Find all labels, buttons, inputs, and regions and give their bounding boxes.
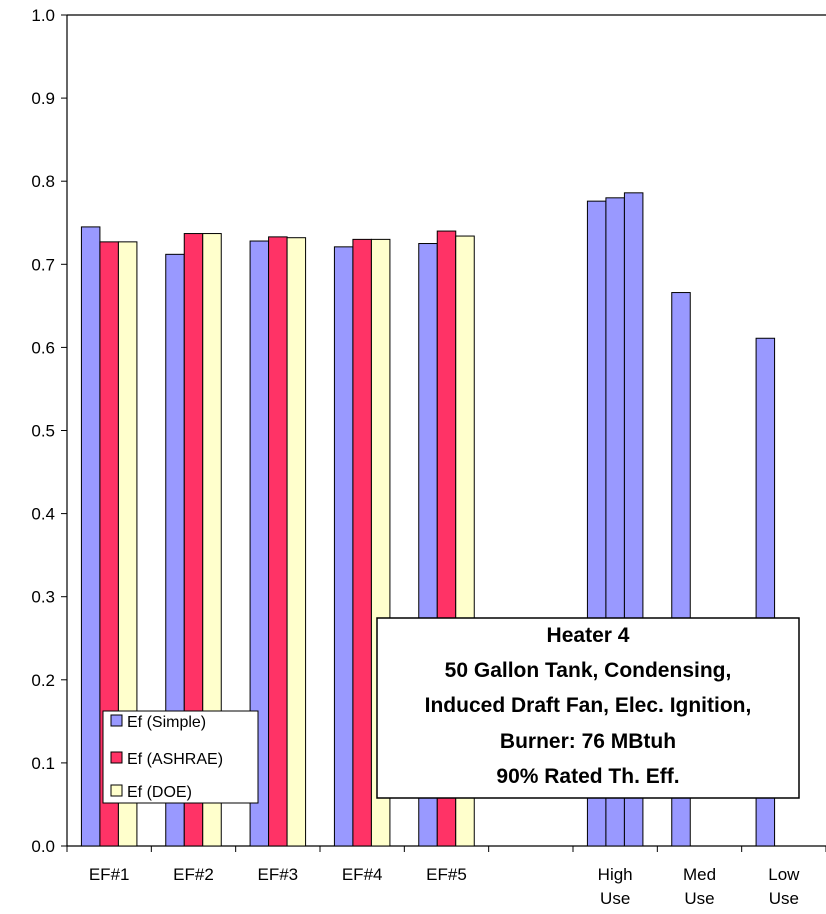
legend: Ef (Simple) Ef (ASHRAE) Ef (DOE) [103,711,258,803]
x-axis: EF#1 EF#2 EF#3 EF#4 EF#5 High Use Med Use Low Use [67,846,826,908]
bar [81,227,100,846]
annotation-line-4: Burner: 76 MBtuh [500,730,676,753]
x-tick-label: EF#5 [426,865,467,884]
legend-label-simple: Ef (Simple) [127,714,206,731]
x-tick-label: EF#2 [173,865,214,884]
y-tick-label: 0.7 [31,255,55,274]
legend-label-ashrae: Ef (ASHRAE) [127,751,223,768]
x-tick-label: Use [600,889,630,908]
legend-label-doe: Ef (DOE) [127,784,192,801]
legend-swatch-simple [111,715,122,726]
x-tick-label: Use [769,889,799,908]
y-tick-label: 0.3 [31,588,55,607]
annotation-box: Heater 4 50 Gallon Tank, Condensing, Ind… [377,618,799,798]
bar [353,239,372,846]
x-tick-label: High [598,865,633,884]
legend-swatch-ashrae [111,752,122,763]
annotation-line-5: 90% Rated Th. Eff. [496,765,679,788]
bar [269,237,288,846]
x-tick-label: EF#1 [89,865,130,884]
y-tick-label: 0.5 [31,422,55,441]
x-tick-label: Low [768,865,800,884]
y-tick-label: 0.9 [31,89,55,108]
y-axis: 0.0 0.1 0.2 0.3 0.4 0.5 0.6 0.7 0.8 0.9 1.0 [31,6,67,856]
x-tick-label: EF#3 [258,865,299,884]
annotation-line-1: Heater 4 [547,624,630,647]
x-tick-label: Med [683,865,716,884]
y-tick-label: 0.2 [31,671,55,690]
x-tick-label: Use [684,889,714,908]
y-tick-label: 0.8 [31,172,55,191]
annotation-line-2: 50 Gallon Tank, Condensing, [445,659,732,682]
legend-swatch-doe [111,785,122,796]
y-tick-label: 0.1 [31,754,55,773]
x-tick-label: EF#4 [342,865,383,884]
annotation-line-3: Induced Draft Fan, Elec. Ignition, [425,694,752,717]
bar [287,238,306,846]
y-tick-label: 1.0 [31,6,55,25]
y-tick-label: 0.6 [31,338,55,357]
bar [334,247,353,846]
y-tick-label: 0.4 [31,505,55,524]
y-tick-label: 0.0 [31,837,55,856]
